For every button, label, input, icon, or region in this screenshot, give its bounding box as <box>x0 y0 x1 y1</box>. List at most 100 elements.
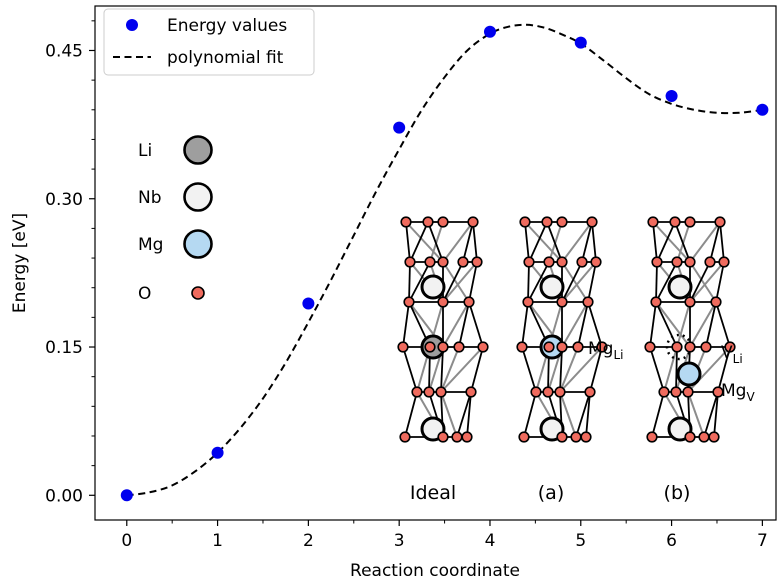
o-atom <box>580 431 592 443</box>
bond <box>528 221 548 263</box>
plot-frame <box>94 5 777 521</box>
bond <box>546 221 563 263</box>
y-tick-label: 0.45 <box>45 41 83 61</box>
bond <box>674 221 691 263</box>
o-atom <box>451 431 463 443</box>
o-atom <box>519 216 531 228</box>
o-atom <box>708 431 720 443</box>
species-label-nb: Nb <box>138 188 162 208</box>
bond <box>719 221 725 263</box>
o-atom <box>704 256 716 268</box>
species-marker-mg <box>183 229 213 259</box>
o-atom <box>724 341 736 353</box>
nb-atom <box>667 274 693 300</box>
o-atom <box>435 386 447 398</box>
legend-label-energy-values: Energy values <box>167 16 287 36</box>
bond <box>442 261 478 303</box>
o-atom <box>590 256 602 268</box>
o-atom <box>556 296 568 308</box>
bond <box>709 221 721 263</box>
bond <box>591 221 597 263</box>
o-atom <box>658 386 670 398</box>
structure-b <box>644 216 736 443</box>
o-atom <box>516 341 528 353</box>
o-atom <box>698 431 710 443</box>
o-atom <box>584 386 596 398</box>
bond <box>689 261 717 303</box>
bond <box>440 391 458 438</box>
bond <box>408 261 431 303</box>
x-tick-label: 5 <box>575 531 586 551</box>
x-tick-label: 7 <box>757 531 768 551</box>
bond <box>405 221 444 263</box>
energy-point <box>574 36 587 49</box>
bond <box>429 221 444 263</box>
o-atom <box>710 296 722 308</box>
o-atom <box>542 386 554 398</box>
structure-a <box>516 216 608 443</box>
bond <box>589 346 603 393</box>
o-atom <box>541 216 553 228</box>
species-marker-o <box>191 286 205 300</box>
o-atom <box>523 256 535 268</box>
x-axis: 0 1 2 3 4 5 6 7 <box>121 520 768 551</box>
bond <box>561 261 597 303</box>
species-label-li: Li <box>138 141 152 161</box>
bond <box>577 301 589 348</box>
bond <box>561 301 589 348</box>
o-atom <box>457 256 469 268</box>
o-atom <box>530 386 542 398</box>
bond <box>717 346 731 393</box>
polynomial-fit-line <box>126 23 763 497</box>
bond <box>427 221 444 263</box>
o-atom <box>423 386 435 398</box>
bond <box>405 221 411 263</box>
site-label-v-li: VLi <box>721 343 743 366</box>
o-atom <box>453 341 465 353</box>
bond <box>468 261 478 303</box>
bond <box>649 301 657 348</box>
x-tick-label: 4 <box>485 531 496 551</box>
o-atom <box>644 341 656 353</box>
bond <box>472 221 478 263</box>
energy-point <box>302 297 315 310</box>
energy-point <box>120 489 133 502</box>
bond <box>652 221 658 263</box>
bond <box>689 261 725 303</box>
o-atom <box>397 341 409 353</box>
y-axis-label: Energy [eV] <box>10 213 30 313</box>
o-atom <box>437 256 449 268</box>
bond <box>524 221 563 263</box>
o-atom <box>647 216 659 228</box>
bond <box>561 261 583 303</box>
o-atom <box>646 431 658 443</box>
bond <box>442 221 474 263</box>
bond <box>468 301 484 348</box>
o-atom <box>712 386 724 398</box>
o-atom <box>543 341 555 353</box>
bond <box>561 261 589 303</box>
o-atom <box>463 296 475 308</box>
bond <box>575 391 591 438</box>
bond <box>458 301 470 348</box>
x-tick-label: 6 <box>666 531 677 551</box>
o-atom <box>650 296 662 308</box>
bond <box>649 346 665 393</box>
energy-point <box>211 446 224 459</box>
o-atom <box>684 256 696 268</box>
bond <box>408 261 411 303</box>
o-atom <box>684 431 696 443</box>
y-tick-label: 0.15 <box>45 338 83 358</box>
series-legend: Energy values polynomial fit <box>103 8 315 76</box>
structure-label-a: (a) <box>538 482 564 504</box>
y-axis: 0.00 0.15 0.30 0.45 <box>45 20 95 506</box>
bond <box>521 346 537 393</box>
y-tick-label: 0.30 <box>45 190 83 210</box>
o-atom <box>670 386 682 398</box>
nb-atom <box>539 274 565 300</box>
bond <box>655 261 678 303</box>
bond <box>689 221 721 263</box>
bond <box>440 346 460 393</box>
bond <box>442 301 470 348</box>
o-atom <box>671 341 683 353</box>
